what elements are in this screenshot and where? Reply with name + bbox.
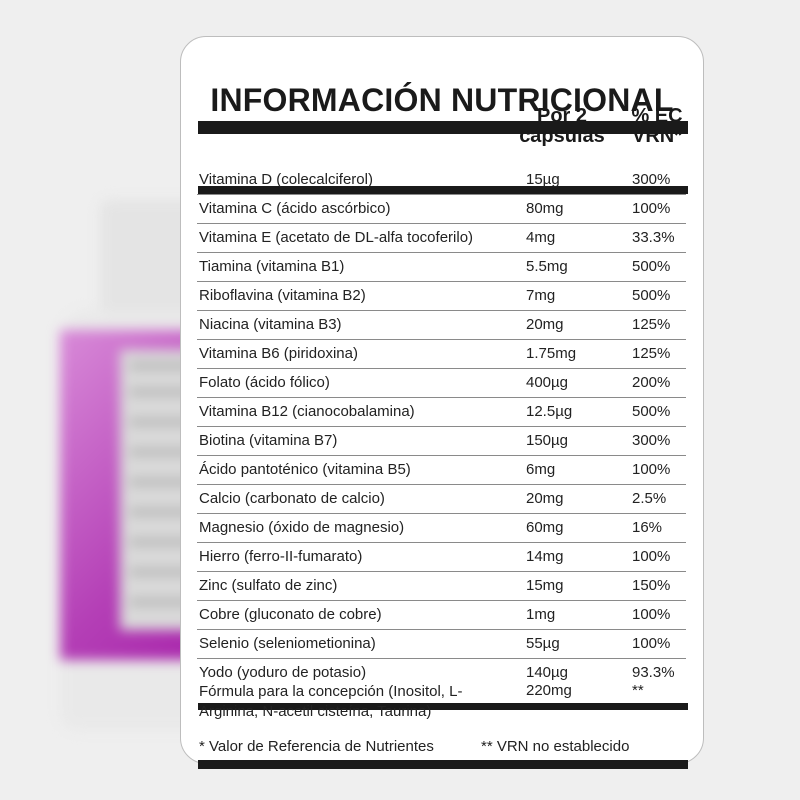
table-row: Yodo (yoduro de potasio) 140µg 93.3% — [197, 659, 686, 687]
table-row: Cobre (gluconato de cobre) 1mg 100% — [197, 601, 686, 630]
nutrient-amount: 80mg — [526, 200, 564, 217]
nutrient-amount: 15mg — [526, 577, 564, 594]
nutrient-name: Calcio (carbonato de calcio) — [199, 490, 385, 507]
header-rule — [198, 186, 688, 194]
table-row: Vitamina E (acetato de DL-alfa tocoferil… — [197, 224, 686, 253]
nutrient-name: Biotina (vitamina B7) — [199, 432, 338, 449]
nutrient-vrn: 200% — [632, 374, 671, 391]
nutrient-vrn: 300% — [632, 171, 671, 188]
nutrient-name: Vitamina C (ácido ascórbico) — [199, 200, 391, 217]
nutrient-amount: 400µg — [526, 374, 569, 391]
table-row: Tiamina (vitamina B1) 5.5mg 500% — [197, 253, 686, 282]
nutrient-name: Hierro (ferro-II-fumarato) — [199, 548, 363, 565]
footer-rule — [198, 760, 688, 769]
nutrient-amount: 20mg — [526, 490, 564, 507]
nutrient-vrn: 150% — [632, 577, 671, 594]
table-row: Calcio (carbonato de calcio) 20mg 2.5% — [197, 485, 686, 514]
column-header-vrn: % EC VRN* — [631, 105, 683, 147]
nutrient-name: Cobre (gluconato de cobre) — [199, 606, 382, 623]
nutrient-name: Selenio (seleniometionina) — [199, 635, 376, 652]
nutrient-vrn: 125% — [632, 345, 671, 362]
table-row: Niacina (vitamina B3) 20mg 125% — [197, 311, 686, 340]
nutrient-amount: 4mg — [526, 229, 556, 246]
nutrient-amount: 6mg — [526, 461, 556, 478]
formula-vrn: ** — [632, 682, 644, 699]
nutrient-amount: 1.75mg — [526, 345, 577, 362]
formula-amount: 220mg — [526, 682, 572, 699]
nutrient-name: Yodo (yoduro de potasio) — [199, 664, 367, 681]
nutrient-vrn: 16% — [632, 519, 663, 536]
nutrient-amount: 55µg — [526, 635, 560, 652]
nutrient-name: Ácido pantoténico (vitamina B5) — [199, 461, 411, 478]
formula-name: Fórmula para la concepción (Inositol, L-… — [199, 683, 463, 720]
nutrient-table: Vitamina D (colecalciferol) 15µg 300% Vitam… — [197, 166, 686, 687]
table-row: Biotina (vitamina B7) 150µg 300% — [197, 427, 686, 456]
footnote-no-vrn: ** VRN no establecido — [481, 738, 630, 755]
nutrient-name: Magnesio (óxido de magnesio) — [199, 519, 405, 536]
nutrient-amount: 1mg — [526, 606, 556, 623]
nutrient-vrn: 93.3% — [632, 664, 675, 681]
nutrient-name: Vitamina B6 (piridoxina) — [199, 345, 358, 362]
footnote-vrn: * Valor de Referencia de Nutrientes — [199, 738, 434, 755]
nutrient-amount: 20mg — [526, 316, 564, 333]
nutrient-name: Vitamina E (acetato de DL-alfa tocoferil… — [199, 229, 474, 246]
nutrient-vrn: 125% — [632, 316, 671, 333]
table-row: Ácido pantoténico (vitamina B5) 6mg 100% — [197, 456, 686, 485]
nutrient-name: Tiamina (vitamina B1) — [199, 258, 345, 275]
nutrient-name: Riboflavina (vitamina B2) — [199, 287, 366, 304]
nutrient-vrn: 33.3% — [632, 229, 675, 246]
nutrient-vrn: 100% — [632, 606, 671, 623]
title-rule — [198, 121, 688, 134]
nutrient-vrn: 300% — [632, 432, 671, 449]
nutrient-name: Vitamina D (colecalciferol) — [199, 171, 373, 188]
nutrient-name: Niacina (vitamina B3) — [199, 316, 342, 333]
nutrient-vrn: 500% — [632, 258, 671, 275]
nutrient-amount: 60mg — [526, 519, 564, 536]
column-header-amount: Por 2 cápsulas — [519, 105, 605, 147]
nutrition-facts-card: INFORMACIÓN NUTRICIONAL — [180, 36, 704, 769]
nutrient-vrn: 100% — [632, 200, 671, 217]
nutrient-vrn: 100% — [632, 548, 671, 565]
nutrient-vrn: 500% — [632, 287, 671, 304]
nutrient-amount: 15µg — [526, 171, 560, 188]
table-row: Vitamina C (ácido ascórbico) 80mg 100% — [197, 195, 686, 224]
table-row: Selenio (seleniometionina) 55µg 100% — [197, 630, 686, 659]
nutrient-vrn: 500% — [632, 403, 671, 420]
table-row: Hierro (ferro-II-fumarato) 14mg 100% — [197, 543, 686, 572]
nutrient-amount: 12.5µg — [526, 403, 573, 420]
nutrient-vrn: 100% — [632, 635, 671, 652]
nutrient-amount: 14mg — [526, 548, 564, 565]
nutrient-vrn: 100% — [632, 461, 671, 478]
nutrient-name: Zinc (sulfato de zinc) — [199, 577, 338, 594]
nutrient-amount: 5.5mg — [526, 258, 568, 275]
nutrient-name: Vitamina B12 (cianocobalamina) — [199, 403, 415, 420]
table-row: Riboflavina (vitamina B2) 7mg 500% — [197, 282, 686, 311]
table-row: Vitamina B6 (piridoxina) 1.75mg 125% — [197, 340, 686, 369]
table-row: Vitamina B12 (cianocobalamina) 12.5µg 500% — [197, 398, 686, 427]
nutrient-name: Folato (ácido fólico) — [199, 374, 330, 391]
table-row: Zinc (sulfato de zinc) 15mg 150% — [197, 572, 686, 601]
nutrient-amount: 150µg — [526, 432, 569, 449]
table-row: Folato (ácido fólico) 400µg 200% — [197, 369, 686, 398]
nutrient-amount: 7mg — [526, 287, 556, 304]
table-row: Vitamina D (colecalciferol) 15µg 300% — [197, 166, 686, 195]
nutrient-vrn: 2.5% — [632, 490, 667, 507]
nutrient-amount: 140µg — [526, 664, 569, 681]
nutrition-title: INFORMACIÓN NUTRICIONAL — [210, 82, 674, 118]
formula-rule — [198, 703, 688, 710]
table-row: Magnesio (óxido de magnesio) 60mg 16% — [197, 514, 686, 543]
